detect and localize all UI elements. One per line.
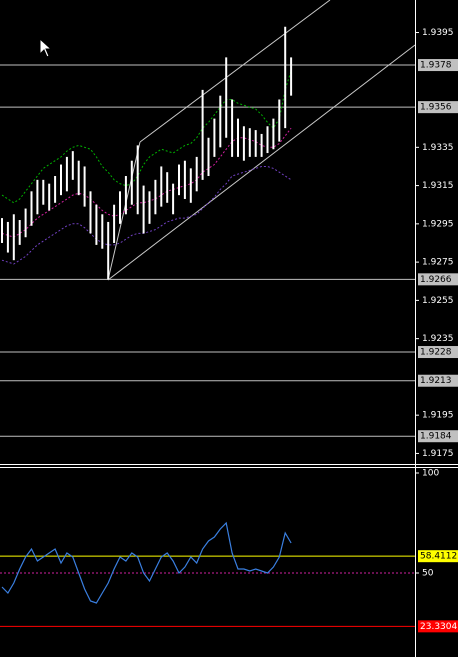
y-tick-label: 1.9275: [422, 258, 454, 268]
level-label: 1.9228: [420, 348, 452, 358]
y-tick-label: 1.9195: [422, 411, 454, 421]
level-label: 1.9356: [420, 103, 452, 113]
level-label: 58.4112: [420, 552, 457, 562]
level-label: 1.9378: [420, 61, 452, 71]
channel: [107, 0, 416, 281]
level-label: 1.9213: [420, 376, 452, 386]
y-tick-label: 1.9255: [422, 296, 454, 306]
band-line: [1, 70, 292, 204]
level-label-box: [418, 620, 458, 633]
level-label-box: [418, 59, 458, 72]
level-label-box: [418, 550, 458, 563]
y-tick-label: 50: [422, 569, 434, 579]
channel-line: [107, 44, 416, 281]
y-tick-label: 1.9175: [422, 449, 454, 459]
channel-line: [107, 141, 141, 281]
plot: 1.9395 1.9335 1.9315 1.9295 1.9275 1.9255 1.92…: [0, 26, 458, 633]
channel-line: [139, 0, 331, 143]
level-label-box: [418, 273, 458, 286]
band-line: [1, 166, 292, 265]
mouse-cursor: [39, 37, 53, 58]
level-label: 1.9266: [420, 275, 452, 285]
y-tick-label: 1.9395: [422, 28, 454, 38]
level-label-box: [418, 101, 458, 114]
level-label-box: [418, 374, 458, 387]
y-tick-label: 100: [422, 469, 439, 479]
y-tick-label: 1.9235: [422, 334, 454, 344]
y-tick-label: 1.9335: [422, 143, 454, 153]
indicator-line: [1, 521, 292, 604]
y-tick-label: 1.9295: [422, 219, 454, 229]
level-label-box: [418, 430, 458, 443]
level-label: 23.3304: [420, 622, 457, 632]
y-tick-label: 1.9315: [422, 181, 454, 191]
level-label-box: [418, 346, 458, 359]
level-label: 1.9184: [420, 432, 452, 442]
